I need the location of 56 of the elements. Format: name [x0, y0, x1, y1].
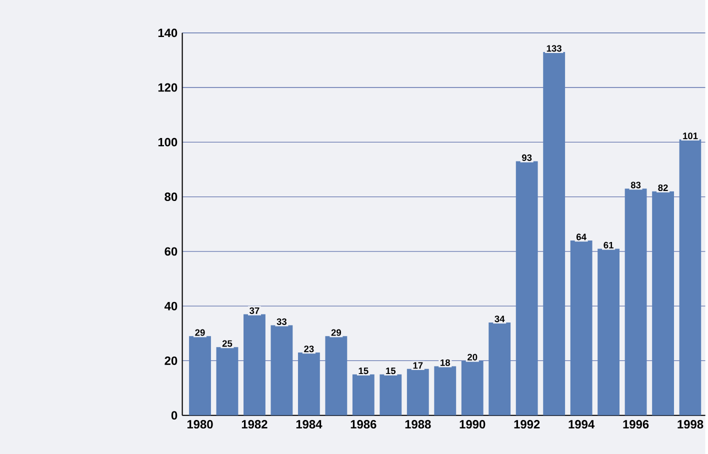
data-label: 61 — [604, 242, 614, 248]
bar — [380, 374, 402, 416]
bar — [406, 368, 429, 416]
bar — [434, 366, 456, 416]
data-label: 34 — [494, 316, 505, 322]
bar — [652, 191, 674, 416]
data-label: 29 — [331, 329, 341, 336]
data-label: 101 — [683, 132, 698, 140]
bar — [325, 336, 348, 416]
y-tick-label: 40 — [164, 302, 178, 310]
x-tick-label: 1982 — [242, 420, 268, 428]
bar — [270, 325, 293, 416]
bar — [216, 346, 238, 416]
y-tick-label: 80 — [164, 192, 178, 201]
x-tick-label: 1996 — [623, 420, 649, 428]
y-tick-label: 120 — [158, 83, 178, 92]
data-label: 33 — [276, 318, 287, 325]
data-label: 29 — [195, 329, 205, 336]
bar — [624, 188, 647, 416]
y-tick-label: 140 — [158, 28, 178, 37]
x-tick-label: 1984 — [296, 420, 322, 428]
bar — [516, 161, 538, 416]
data-label: 20 — [468, 354, 478, 360]
data-label: 18 — [440, 359, 450, 366]
data-label: 64 — [576, 234, 586, 240]
y-tick-label: 0 — [171, 411, 178, 420]
data-label: 93 — [522, 154, 532, 161]
y-tick-label: 20 — [164, 356, 178, 365]
data-label: 83 — [630, 182, 641, 188]
data-label: 15 — [358, 368, 368, 374]
x-tick-label: 1998 — [678, 420, 704, 428]
x-tick-label: 1992 — [514, 420, 540, 428]
bar — [679, 139, 702, 416]
x-tick-label: 1988 — [405, 420, 431, 428]
x-tick-label: 1990 — [460, 420, 486, 428]
bar — [298, 352, 320, 416]
data-label: 25 — [222, 340, 232, 347]
bar — [244, 314, 266, 416]
x-tick-label: 1980 — [187, 420, 213, 428]
y-tick-label: 100 — [158, 138, 178, 146]
data-label: 37 — [250, 307, 260, 314]
x-tick-label: 1986 — [350, 420, 376, 428]
bar — [543, 52, 566, 416]
data-label: 133 — [546, 45, 562, 52]
bar — [570, 240, 592, 416]
bar — [189, 336, 211, 416]
bar — [461, 360, 484, 416]
y-tick-label: 60 — [164, 247, 178, 256]
data-label: 82 — [658, 184, 668, 191]
bar — [598, 248, 620, 416]
bar — [352, 374, 374, 416]
x-tick-label: 1994 — [568, 420, 595, 428]
bar — [488, 322, 511, 416]
data-label: 17 — [413, 362, 423, 369]
data-label: 15 — [386, 368, 396, 374]
data-label: 23 — [304, 346, 314, 352]
